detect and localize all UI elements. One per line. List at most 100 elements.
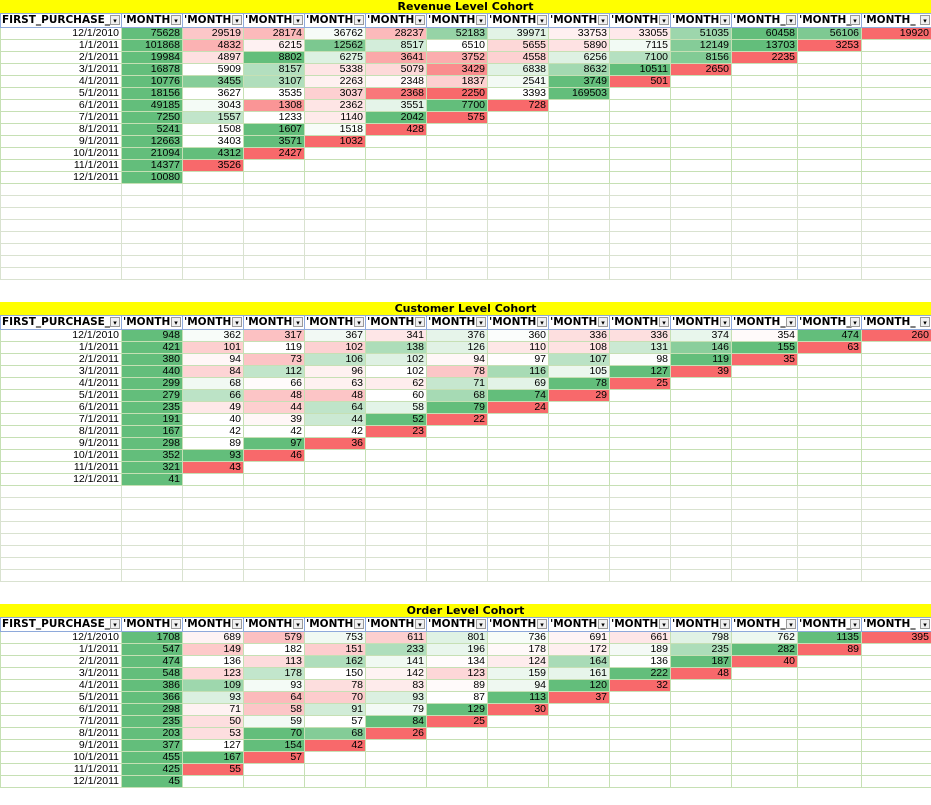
empty-cell[interactable]	[304, 231, 366, 244]
empty-cell[interactable]	[797, 87, 862, 100]
empty-cell[interactable]	[731, 147, 798, 160]
value-cell[interactable]: 689	[182, 631, 244, 644]
value-cell[interactable]: 753	[304, 631, 366, 644]
empty-cell[interactable]	[670, 569, 732, 582]
value-cell[interactable]: 42	[304, 425, 366, 438]
empty-cell[interactable]	[365, 449, 427, 462]
filter-dropdown-icon[interactable]: ▾	[171, 619, 181, 629]
empty-cell[interactable]	[609, 183, 671, 196]
value-cell[interactable]: 33753	[548, 27, 610, 40]
column-header[interactable]: 'MONTH ▾	[121, 617, 183, 632]
value-cell[interactable]: 71	[182, 703, 244, 716]
value-cell[interactable]: 3526	[182, 159, 244, 172]
empty-cell[interactable]	[609, 425, 671, 438]
cohort-date-cell[interactable]: 11/1/2011	[0, 763, 122, 776]
empty-cell[interactable]	[670, 691, 732, 704]
value-cell[interactable]: 141	[365, 655, 427, 668]
value-cell[interactable]: 169503	[548, 87, 610, 100]
empty-cell[interactable]	[487, 533, 549, 546]
column-header[interactable]: 'MONTH_ ▾	[861, 617, 931, 632]
value-cell[interactable]: 196	[426, 643, 488, 656]
empty-cell[interactable]	[548, 569, 610, 582]
empty-cell[interactable]	[609, 545, 671, 558]
value-cell[interactable]: 60458	[731, 27, 798, 40]
value-cell[interactable]: 336	[548, 329, 610, 342]
empty-cell[interactable]	[0, 497, 122, 510]
empty-cell[interactable]	[182, 171, 244, 184]
empty-cell[interactable]	[365, 751, 427, 764]
empty-cell[interactable]	[243, 497, 305, 510]
empty-cell[interactable]	[861, 497, 931, 510]
empty-cell[interactable]	[797, 353, 862, 366]
value-cell[interactable]: 352	[121, 449, 183, 462]
empty-cell[interactable]	[731, 557, 798, 570]
value-cell[interactable]: 1233	[243, 111, 305, 124]
value-cell[interactable]: 367	[304, 329, 366, 342]
empty-cell[interactable]	[670, 267, 732, 280]
value-cell[interactable]: 28237	[365, 27, 427, 40]
empty-cell[interactable]	[797, 449, 862, 462]
empty-cell[interactable]	[548, 413, 610, 426]
empty-cell[interactable]	[797, 195, 862, 208]
empty-cell[interactable]	[731, 545, 798, 558]
column-header[interactable]: 'MONTH ▾	[609, 13, 671, 28]
value-cell[interactable]: 321	[121, 461, 183, 474]
empty-cell[interactable]	[121, 195, 183, 208]
value-cell[interactable]: 3107	[243, 75, 305, 88]
empty-cell[interactable]	[861, 353, 931, 366]
empty-cell[interactable]	[609, 401, 671, 414]
empty-cell[interactable]	[731, 727, 798, 740]
column-header[interactable]: 'MONTH ▾	[182, 13, 244, 28]
empty-cell[interactable]	[487, 231, 549, 244]
value-cell[interactable]: 7250	[121, 111, 183, 124]
empty-cell[interactable]	[243, 461, 305, 474]
empty-cell[interactable]	[243, 485, 305, 498]
empty-cell[interactable]	[797, 461, 862, 474]
empty-cell[interactable]	[487, 521, 549, 534]
value-cell[interactable]: 172	[548, 643, 610, 656]
filter-dropdown-icon[interactable]: ▾	[293, 317, 303, 327]
value-cell[interactable]: 299	[121, 377, 183, 390]
empty-cell[interactable]	[797, 207, 862, 220]
value-cell[interactable]: 68	[182, 377, 244, 390]
empty-cell[interactable]	[426, 123, 488, 136]
filter-dropdown-icon[interactable]: ▾	[850, 317, 860, 327]
empty-cell[interactable]	[731, 703, 798, 716]
empty-cell[interactable]	[861, 775, 931, 788]
empty-cell[interactable]	[548, 267, 610, 280]
empty-cell[interactable]	[731, 377, 798, 390]
value-cell[interactable]: 93	[243, 679, 305, 692]
empty-cell[interactable]	[609, 99, 671, 112]
empty-cell[interactable]	[426, 449, 488, 462]
empty-cell[interactable]	[0, 557, 122, 570]
empty-cell[interactable]	[731, 763, 798, 776]
value-cell[interactable]: 29	[548, 389, 610, 402]
value-cell[interactable]: 611	[365, 631, 427, 644]
value-cell[interactable]: 428	[365, 123, 427, 136]
empty-cell[interactable]	[487, 243, 549, 256]
empty-cell[interactable]	[731, 63, 798, 76]
value-cell[interactable]: 136	[609, 655, 671, 668]
empty-cell[interactable]	[304, 775, 366, 788]
empty-cell[interactable]	[670, 195, 732, 208]
empty-cell[interactable]	[609, 413, 671, 426]
empty-cell[interactable]	[548, 425, 610, 438]
empty-cell[interactable]	[304, 243, 366, 256]
empty-cell[interactable]	[0, 569, 122, 582]
empty-cell[interactable]	[487, 135, 549, 148]
empty-cell[interactable]	[797, 425, 862, 438]
empty-cell[interactable]	[861, 341, 931, 354]
empty-cell[interactable]	[861, 255, 931, 268]
value-cell[interactable]: 66	[182, 389, 244, 402]
column-header[interactable]: 'MONTH ▾	[304, 13, 366, 28]
empty-cell[interactable]	[182, 545, 244, 558]
value-cell[interactable]: 94	[182, 353, 244, 366]
cohort-date-cell[interactable]: 5/1/2011	[0, 87, 122, 100]
empty-cell[interactable]	[121, 509, 183, 522]
empty-cell[interactable]	[426, 461, 488, 474]
value-cell[interactable]: 58	[243, 703, 305, 716]
cohort-date-cell[interactable]: 2/1/2011	[0, 655, 122, 668]
value-cell[interactable]: 3571	[243, 135, 305, 148]
column-header[interactable]: 'MONTH ▾	[365, 13, 427, 28]
value-cell[interactable]: 108	[548, 341, 610, 354]
